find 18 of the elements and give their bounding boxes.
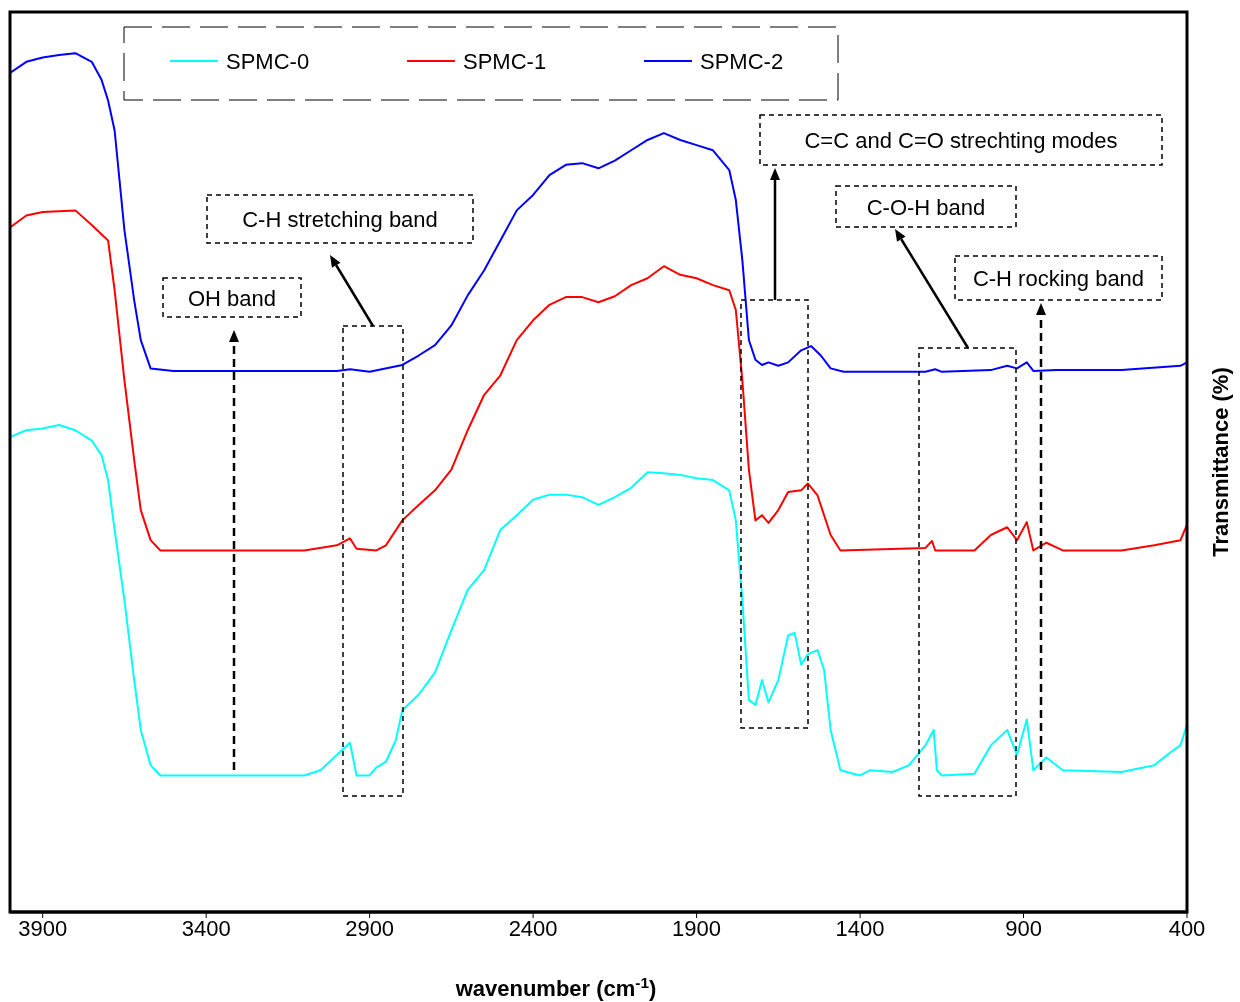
annotation: C=C and C=O strechting modes	[804, 128, 1118, 153]
annotation: C-H stretching band	[242, 207, 438, 232]
x-tick-label: 2400	[508, 915, 558, 941]
x-tick-label: 3400	[181, 915, 231, 941]
legend-label: SPMC-0	[226, 49, 310, 74]
x-tick-label: 900	[1005, 915, 1042, 941]
x-axis-title: wavenumber (cm$^{-1}$)	[454, 973, 657, 1001]
x-tick-label: 2900	[345, 915, 395, 941]
annotation: C-H rocking band	[972, 266, 1145, 291]
legend-label: SPMC-1	[463, 49, 547, 74]
x-tick-label: 400	[1168, 915, 1206, 941]
annotation: C-O-H band	[866, 194, 986, 220]
annotation: OH band	[187, 285, 277, 311]
x-tick-label: 1900	[672, 915, 722, 941]
x-tick-label: 1400	[835, 915, 885, 941]
x-tick-label: 3900	[18, 915, 68, 941]
y-axis-title: Transmittance (%)	[1208, 367, 1233, 557]
legend-label: SPMC-2	[700, 49, 784, 74]
